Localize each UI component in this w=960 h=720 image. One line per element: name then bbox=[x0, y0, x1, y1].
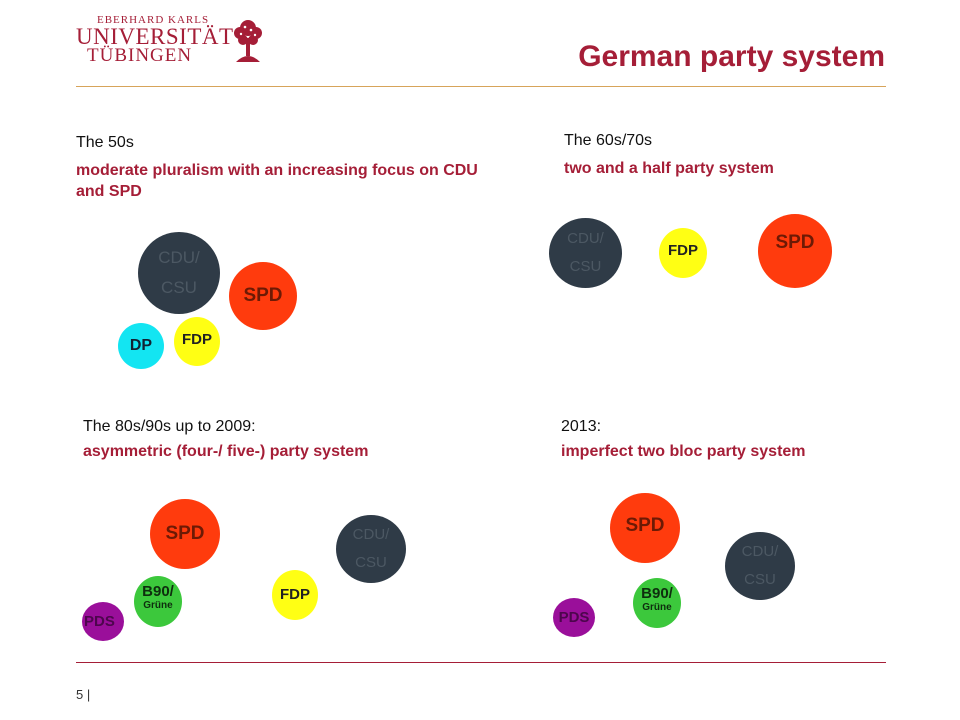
bubble-cdu-csu-50s: CDU/ CSU bbox=[138, 232, 220, 314]
panel-80s-description: asymmetric (four-/ five-) party system bbox=[83, 443, 369, 460]
header-divider bbox=[76, 86, 886, 87]
footer-divider bbox=[76, 662, 886, 663]
bubble-spd-80s: SPD bbox=[150, 499, 220, 569]
panel-2013-era: 2013: bbox=[561, 418, 602, 435]
panel-50s-era: The 50s bbox=[76, 134, 134, 151]
bubble-fdp-50s: FDP bbox=[174, 317, 220, 366]
bubble-gruene-label: Grüne bbox=[642, 602, 672, 613]
bubble-cdu-csu-2013: CDU/ CSU bbox=[725, 532, 795, 600]
university-logo-line3: TÜBINGEN bbox=[87, 45, 193, 66]
bubble-cdu-csu-80s: CDU/ CSU bbox=[336, 515, 406, 583]
bubble-b90-gruene-80s: B90/ Grüne bbox=[134, 576, 182, 627]
panel-2013-description: imperfect two bloc party system bbox=[561, 443, 806, 460]
bubble-spd-2013: SPD bbox=[610, 493, 680, 563]
bubble-pds-2013: PDS bbox=[553, 598, 595, 637]
bubble-fdp-60s: FDP bbox=[659, 228, 707, 278]
panel-60s-era: The 60s/70s bbox=[564, 132, 653, 149]
panel-50s-description: moderate pluralism with an increasing fo… bbox=[76, 162, 478, 200]
bubble-b90-gruene-2013: B90/ Grüne bbox=[633, 578, 681, 628]
university-logo-line1: EBERHARD KARLS bbox=[97, 14, 210, 26]
panel-60s-description: two and a half party system bbox=[564, 160, 774, 177]
bubble-cdu-csu-60s: CDU/ CSU bbox=[549, 218, 622, 288]
university-logo-line2: UNIVERSITÄT bbox=[76, 24, 234, 49]
bubble-spd-60s: SPD bbox=[758, 214, 832, 288]
bubble-spd-50s: SPD bbox=[229, 262, 297, 330]
university-tree-logo-icon bbox=[234, 20, 262, 62]
bubble-b90-label: B90/ bbox=[641, 585, 673, 602]
page-number: 5 | bbox=[76, 687, 91, 702]
bubble-pds-80s: PDS bbox=[82, 602, 124, 641]
panel-80s-era: The 80s/90s up to 2009: bbox=[83, 418, 256, 435]
page-title: German party system bbox=[578, 40, 885, 73]
bubble-fdp-80s: FDP bbox=[272, 570, 318, 620]
bubble-gruene-label: Grüne bbox=[143, 600, 173, 611]
bubble-b90-label: B90/ bbox=[142, 583, 174, 600]
bubble-dp-50s: DP bbox=[118, 323, 164, 369]
